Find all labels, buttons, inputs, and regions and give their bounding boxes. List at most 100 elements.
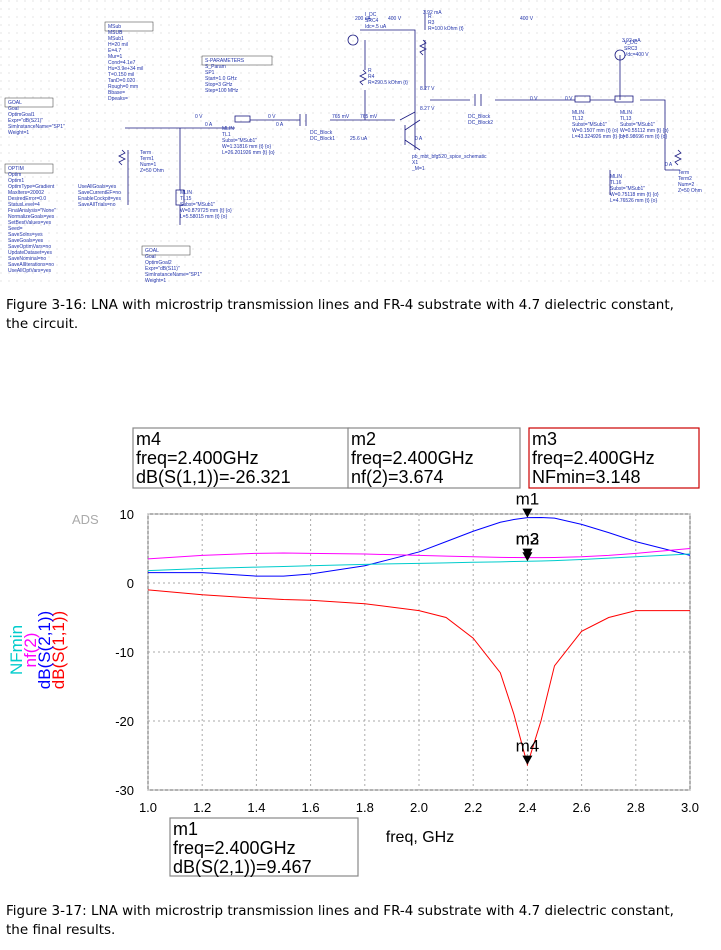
marker-readout: freq=2.400GHz — [173, 838, 296, 858]
schematic-text: SRC4 — [365, 18, 379, 24]
schematic-text: L=8.98696 mm {t} {o} — [620, 134, 667, 140]
schematic-text: Expr="dB(S21)" — [8, 118, 43, 124]
schematic-text: Z=50 Ohm — [678, 188, 702, 194]
schematic-text: L=43.324926 mm {t} {o} — [572, 134, 625, 140]
schematic-text: DesiredError=0.0 — [8, 196, 46, 202]
schematic-text: Step=100 MHz — [205, 88, 239, 94]
marker-name: m3 — [516, 529, 540, 548]
schematic-text: MSub1 — [108, 36, 124, 42]
schematic-text: H=20 mil — [108, 42, 128, 48]
schematic-text: SRC3 — [624, 46, 638, 52]
x-tick-label: 1.0 — [139, 800, 157, 815]
schematic-text: UpdateDataset=yes — [8, 250, 53, 256]
node-annotation: 0 A — [276, 122, 284, 128]
schematic-text: UseAllGoals=yes — [78, 184, 117, 190]
schematic-text: L=5.58015 mm {t} {o} — [180, 214, 227, 220]
schematic-text: Num=2 — [678, 182, 694, 188]
schematic-text: Weight=1 — [145, 278, 166, 284]
schematic-text: StatusLevel=4 — [8, 202, 40, 208]
schematic-text: E=4.7 — [108, 48, 121, 54]
x-tick-label: 1.4 — [247, 800, 265, 815]
marker-triangle — [522, 508, 533, 518]
schematic-text: W=0.879725 mm {t} {o} — [180, 208, 232, 214]
schematic-text: Idc=.5 uA — [365, 24, 387, 30]
y-tick-label: -10 — [115, 645, 134, 660]
schematic-text: GOAL — [145, 248, 159, 254]
node-annotation: 0 V — [565, 96, 573, 102]
node-annotation: 200 uA — [355, 16, 372, 22]
schematic-text: SimInstanceName="SP1" — [145, 272, 202, 278]
node-annotation: 3.92 mA — [622, 38, 641, 44]
schematic-text: R3 — [428, 20, 435, 26]
marker-triangle — [522, 552, 533, 562]
schematic-text: Optim — [8, 172, 21, 178]
schematic-text: S-PARAMETERS — [205, 58, 245, 64]
y-tick-label: -30 — [115, 783, 134, 798]
node-annotation: 0 A — [665, 162, 673, 168]
schematic-text: R=100 kOhm {t} — [428, 26, 464, 32]
schematic-text: MLIN — [620, 110, 632, 116]
y-tick-label: 0 — [127, 576, 134, 591]
block-title-box — [4, 97, 54, 108]
x-axis-label: freq, GHz — [386, 829, 454, 846]
schematic-text: L=26.201926 mm {t} {o} — [222, 150, 275, 156]
marker-box — [132, 427, 350, 489]
marker-readout: nf(2)=3.674 — [351, 467, 444, 487]
schematic-text: W=0.1507 mm {t} {o} — [572, 128, 619, 134]
series-line — [148, 516, 691, 577]
schematic-text: DC_Block1 — [310, 136, 335, 142]
block-title-box — [104, 21, 154, 32]
legend-label: dB(S(1,1)) — [49, 611, 68, 689]
marker-readout: freq=2.400GHz — [136, 448, 259, 468]
x-tick-label: 2.8 — [627, 800, 645, 815]
schematic-text: MLIN — [572, 110, 584, 116]
schematic-text: SetBestValues=yes — [8, 220, 52, 226]
schematic-text: Bbase= — [108, 90, 125, 96]
schematic-text: MLIN — [610, 174, 622, 180]
schematic-text: S_Param — [205, 64, 226, 70]
node-annotation: 0 V — [268, 114, 276, 120]
schematic-text: Term2 — [678, 176, 692, 182]
schematic-text: MSub — [108, 24, 121, 30]
schematic-text: W=1.31816 mm {t} {o} — [222, 144, 271, 150]
schematic-text: OptimGoal2 — [145, 260, 172, 266]
figure-caption: Figure 3-16: LNA with microstrip transmi… — [6, 297, 674, 332]
schematic-text: TL15 — [180, 196, 192, 202]
block-title-box — [141, 245, 191, 256]
schematic-text: SimInstanceName="SP1" — [8, 124, 65, 130]
schematic-text: TanD=0.020 — [108, 78, 135, 84]
schematic-text: Subst="MSub1" — [222, 138, 257, 144]
marker-readout: freq=2.400GHz — [351, 448, 474, 468]
schematic-text: Z=50 Ohm — [140, 168, 164, 174]
schematic-text: GOAL — [8, 100, 22, 106]
marker-triangle — [522, 755, 533, 765]
schematic-text: MLIN — [222, 126, 234, 132]
schematic-text: Start=1.0 GHz — [205, 76, 237, 82]
marker-name: m4 — [516, 737, 540, 756]
marker-readout: freq=2.400GHz — [532, 448, 655, 468]
marker-readout: m3 — [532, 429, 557, 449]
schematic-text: T=0.150 mil — [108, 72, 134, 78]
x-tick-label: 1.8 — [356, 800, 374, 815]
y-tick-label: 10 — [120, 507, 134, 522]
schematic-text: R — [428, 14, 432, 20]
schematic-text: MSUB — [108, 30, 123, 36]
schematic-text: SaveAllTrials=no — [78, 202, 116, 208]
schematic-text: W=0.55112 mm {t} {o} — [620, 128, 669, 134]
marker-readout: m1 — [173, 819, 198, 839]
marker-box — [528, 427, 700, 489]
x-tick-label: 3.0 — [681, 800, 699, 815]
node-annotation: 0 A — [205, 122, 213, 128]
schematic-text: DC_Block — [310, 130, 333, 136]
schematic-text: Cond=4.1e7 — [108, 60, 136, 66]
y-tick-label: -20 — [115, 714, 134, 729]
node-annotation: 765 mV — [360, 114, 378, 120]
schematic-text: Goal — [145, 254, 156, 260]
series-line — [147, 553, 691, 572]
x-tick-label: 2.4 — [518, 800, 536, 815]
legend-label: dB(S(2,1)) — [35, 611, 54, 689]
node-annotation: 3.92 mA — [423, 10, 442, 16]
schematic-text: TL12 — [572, 116, 584, 122]
node-annotation: 25.6 uA — [350, 136, 368, 142]
